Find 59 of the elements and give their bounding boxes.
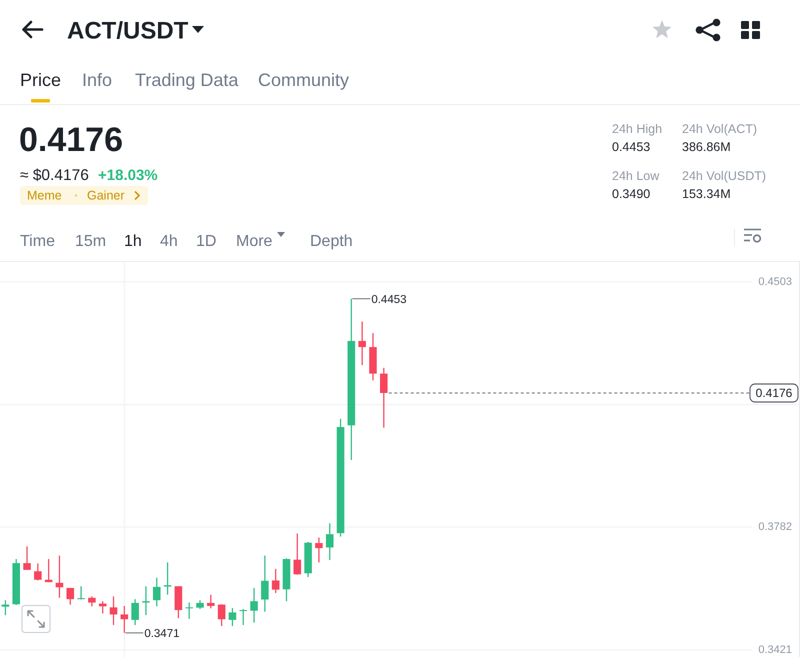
annotation: 0.4453 [371,294,407,306]
candlestick [66,587,74,606]
text: 24h Low [612,169,660,183]
candlestick [2,600,10,616]
candlestick [261,555,269,612]
candlestick [23,546,31,571]
text: Gainer [87,188,125,202]
candlestick [207,594,215,609]
candlestick [142,586,150,616]
candlestick [239,608,248,626]
text: ACT/USDT [67,18,189,44]
text: 0.4176 [19,121,123,159]
text: 4h [160,233,178,250]
candlestick [152,577,161,607]
candlestick [218,604,226,627]
text: Info [82,70,112,90]
text: Time [20,233,56,250]
text: Depth [310,233,353,250]
text: Trading Data [135,70,240,90]
y-tick-label: 0.3421 [758,644,792,656]
text: Meme [27,188,62,202]
text: 24h Vol(ACT) [682,122,758,136]
candlestick [250,587,258,624]
candlestick [380,367,388,428]
y-tick-label: 0.3782 [758,521,792,534]
text: More [236,233,273,250]
candlestick [56,555,64,598]
candlestick [88,596,96,607]
candlestick [174,586,182,619]
candlestick [164,562,172,596]
candlestick [228,607,236,627]
y-tick-label: 0.4503 [758,276,792,288]
candlestick [110,596,118,626]
text: 15m [75,233,106,250]
text: 1h [124,233,142,250]
ref-line-label: 0.4176 [756,386,793,400]
candlestick [358,320,366,366]
candlestick [272,568,280,594]
text: 0.4453 [612,140,650,154]
text: 386.86M [682,140,731,154]
candlestick [120,605,128,634]
text: +18.03% [98,167,158,184]
candlestick [77,586,85,600]
candlestick [98,600,106,614]
candlestick [326,522,334,561]
candlestick [34,562,42,582]
text: Community [258,70,350,90]
text: 24h Vol(USDT) [682,169,766,183]
candlestick [131,598,139,626]
candlestick [185,602,193,620]
text: ≈ $0.4176 [20,167,89,184]
text: 153.34M [682,187,731,201]
annotation: 0.3471 [144,628,180,640]
candlestick [294,532,302,576]
text: 0.3490 [612,187,650,201]
text: 1D [196,233,216,250]
text: Price [20,70,62,90]
candlestick [315,536,323,564]
text: 24h High [612,122,662,136]
